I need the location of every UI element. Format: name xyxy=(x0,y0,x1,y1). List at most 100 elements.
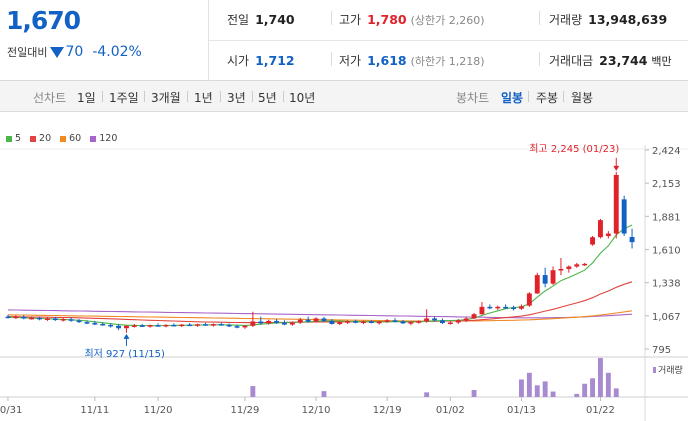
candle xyxy=(345,320,351,324)
y-tick-label: 1,881 xyxy=(652,212,681,223)
candle-body xyxy=(218,324,224,326)
candle xyxy=(321,316,327,323)
period-10y-button[interactable]: 10년 xyxy=(289,91,316,105)
candle xyxy=(432,316,437,322)
lower-limit-label: (하한가 1,218) xyxy=(410,55,485,68)
candle xyxy=(598,218,603,239)
ma20-line xyxy=(7,281,633,324)
candle-body xyxy=(139,325,145,327)
volume-bar xyxy=(424,392,430,397)
x-tick-label: 11/29 xyxy=(231,405,260,416)
candle-body xyxy=(250,321,256,326)
candle xyxy=(447,320,453,325)
candle-body xyxy=(574,264,580,267)
legend-swatch xyxy=(6,135,12,142)
candle xyxy=(392,318,398,323)
period-5y-button[interactable]: 5년 xyxy=(258,91,277,105)
candle-body xyxy=(384,320,390,322)
candle-body xyxy=(258,321,264,324)
y-tick-label: 2,153 xyxy=(652,179,681,190)
candle xyxy=(282,320,287,326)
candle-body xyxy=(511,307,516,309)
x-tick-label: 01/13 xyxy=(507,405,536,416)
candle-body xyxy=(92,322,98,325)
period-1y-button[interactable]: 1년 xyxy=(194,91,213,105)
candle-body xyxy=(266,320,272,324)
candle-body xyxy=(447,322,453,324)
period-1d-button[interactable]: 1일 xyxy=(77,91,96,105)
period-3y-button[interactable]: 3년 xyxy=(227,91,246,105)
candle-body xyxy=(108,324,114,327)
candle-body xyxy=(479,306,485,315)
period-1w-button[interactable]: 1주일 xyxy=(109,91,139,105)
open-label: 시가 xyxy=(227,54,250,68)
candle-body xyxy=(400,321,406,324)
low-arrow-head-icon xyxy=(123,333,130,339)
candle xyxy=(266,319,272,325)
candle-body xyxy=(432,318,437,321)
amount-label: 거래대금 xyxy=(549,54,594,68)
legend-ma120: 120 xyxy=(90,133,117,144)
candle-body xyxy=(124,325,129,329)
candle-body xyxy=(353,321,358,323)
x-tick-label: 11/20 xyxy=(144,405,173,416)
candle xyxy=(353,319,358,324)
ma-legend: 5 20 60 120 xyxy=(6,133,126,144)
candle-body xyxy=(187,324,193,327)
candle xyxy=(361,320,366,325)
candle xyxy=(250,311,256,328)
high-label: 고가 xyxy=(339,13,362,27)
candle xyxy=(487,304,493,310)
candle-body xyxy=(590,237,595,245)
volume-label: 거래량 xyxy=(549,13,583,27)
x-tick-label: 12/10 xyxy=(302,405,331,416)
candle-body xyxy=(76,320,82,323)
candle-body xyxy=(487,306,493,309)
volume-legend-label: 거래량 xyxy=(658,364,683,376)
volume-bar xyxy=(605,372,611,397)
candle xyxy=(368,320,374,324)
legend-swatch xyxy=(60,135,67,142)
candle-body xyxy=(171,324,177,327)
candle xyxy=(526,292,532,307)
candle-body xyxy=(613,174,619,234)
candle xyxy=(337,321,343,326)
amount-value: 23,744 xyxy=(599,53,648,68)
candle xyxy=(258,316,264,325)
candle-body xyxy=(84,322,90,324)
candle-body xyxy=(582,263,588,266)
divider xyxy=(563,91,564,102)
divider xyxy=(331,52,332,66)
candle xyxy=(424,309,430,323)
volume-bar xyxy=(574,393,580,397)
weekly-candle-button[interactable]: 주봉 xyxy=(536,91,559,105)
quote-header: 1,670 전일대비 70 -4.02% 전일 1,740 고가 1,780 (… xyxy=(0,0,688,81)
header-divider xyxy=(209,40,688,41)
candle-body xyxy=(131,325,137,327)
candle-body xyxy=(147,325,153,327)
candle-body xyxy=(337,322,343,324)
candle xyxy=(621,195,627,237)
candle-body xyxy=(274,320,279,323)
legend-ma20: 20 xyxy=(30,133,51,144)
candle xyxy=(203,322,208,326)
daily-candle-button[interactable]: 일봉 xyxy=(501,91,524,105)
open-value: 1,712 xyxy=(255,53,295,68)
legend-label: 20 xyxy=(39,133,52,144)
candle-body xyxy=(621,199,627,234)
candle-body xyxy=(179,324,185,327)
divider xyxy=(539,52,540,66)
candle xyxy=(131,323,137,328)
candle-body xyxy=(526,293,532,306)
candle xyxy=(163,324,169,328)
monthly-candle-button[interactable]: 월봉 xyxy=(571,91,594,105)
candle xyxy=(29,316,35,320)
candle-body xyxy=(416,321,422,323)
candle xyxy=(45,317,50,321)
candle-chart-label: 봉차트 xyxy=(456,91,490,105)
period-3m-button[interactable]: 3개월 xyxy=(151,91,181,105)
candle-body xyxy=(471,314,477,319)
candle-body xyxy=(542,275,548,284)
prev-close-value: 1,740 xyxy=(255,12,295,27)
